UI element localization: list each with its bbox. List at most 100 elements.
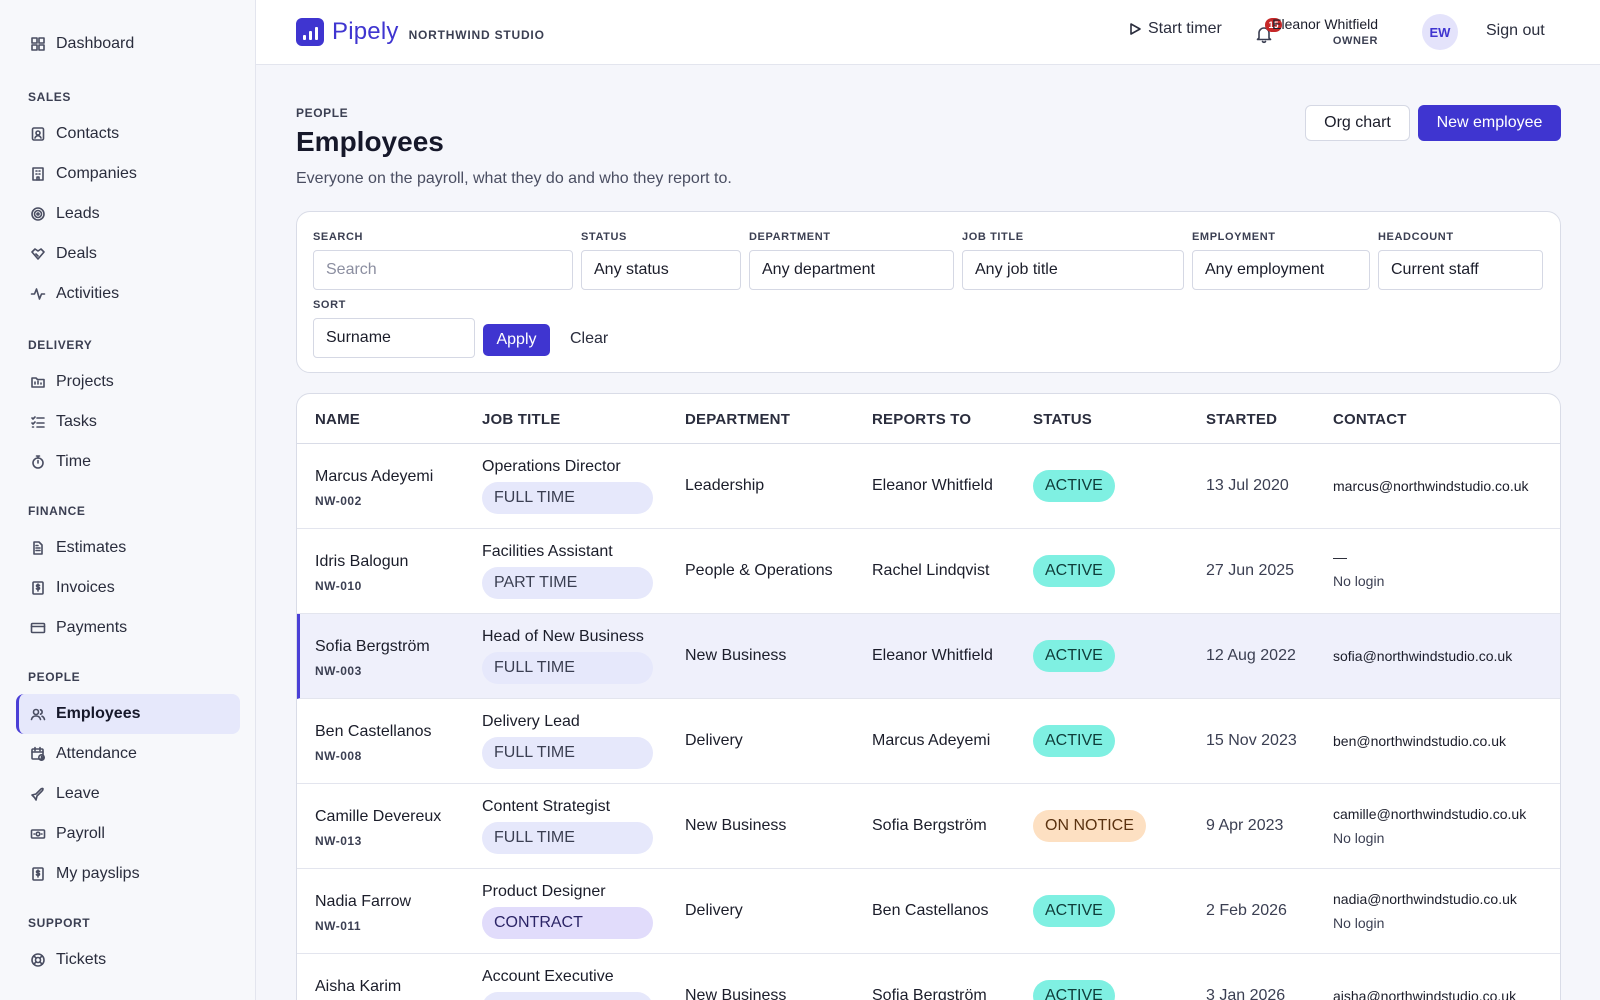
sidebar-item-estimates[interactable]: Estimates — [16, 528, 240, 568]
sign-out-link[interactable]: Sign out — [1486, 22, 1545, 39]
sidebar: Dashboard SALES Contacts Companies Leads… — [0, 0, 256, 1000]
apply-button[interactable]: Apply — [483, 324, 550, 356]
sidebar-item-tasks[interactable]: Tasks — [16, 402, 240, 442]
department-select[interactable]: Any department — [749, 250, 954, 290]
sidebar-item-companies[interactable]: Companies — [16, 154, 240, 194]
employment-type-pill: FULL TIME — [482, 482, 653, 514]
sidebar-item-time[interactable]: Time — [16, 442, 240, 482]
notification-count-badge: 15 — [1265, 18, 1282, 32]
employment-type-pill: PART TIME — [482, 567, 653, 599]
pulse-icon — [30, 286, 46, 302]
target-icon — [30, 206, 46, 222]
employee-name[interactable]: Sofia Bergström — [315, 638, 430, 655]
job-title-select[interactable]: Any job title — [962, 250, 1184, 290]
reports-to: Marcus Adeyemi — [872, 732, 991, 749]
sidebar-item-employees[interactable]: Employees — [16, 694, 240, 734]
sidebar-item-attendance[interactable]: Attendance — [16, 734, 240, 774]
column-header[interactable]: DEPARTMENT — [685, 411, 791, 428]
table-row[interactable]: Ben Castellanos NW-008 Delivery Lead FUL… — [297, 699, 1560, 784]
notifications-button[interactable]: 15 — [1254, 18, 1282, 46]
status-select[interactable]: Any status — [581, 250, 741, 290]
column-header[interactable]: CONTACT — [1333, 411, 1407, 428]
sidebar-item-payroll[interactable]: Payroll — [16, 814, 240, 854]
email[interactable]: nadia@northwindstudio.co.uk — [1333, 891, 1517, 907]
folder-icon — [30, 374, 46, 390]
status-badge: ACTIVE — [1033, 470, 1115, 502]
table-row[interactable]: Aisha Karim Account Executive New Busine… — [297, 954, 1560, 1000]
table-row[interactable]: Camille Devereux NW-013 Content Strategi… — [297, 784, 1560, 869]
avatar[interactable]: EW — [1422, 14, 1458, 50]
start-date: 2 Feb 2026 — [1206, 902, 1287, 919]
app-logo[interactable]: Pipely NORTHWIND STUDIO — [296, 18, 545, 46]
status-cell: ACTIVE — [1033, 555, 1115, 587]
department: Leadership — [685, 477, 765, 494]
employee-name[interactable]: Nadia Farrow — [315, 893, 412, 910]
employee-id: NW-003 — [315, 664, 362, 678]
department-label: DEPARTMENT — [749, 231, 831, 243]
sidebar-item-contacts[interactable]: Contacts — [16, 114, 240, 154]
status-filter: STATUS Any status — [581, 230, 741, 290]
sidebar-item-deals[interactable]: Deals — [16, 234, 240, 274]
sidebar-item-tickets[interactable]: Tickets — [16, 940, 240, 980]
table-row[interactable]: Sofia Bergström NW-003 Head of New Busin… — [297, 614, 1560, 699]
employee-name[interactable]: Aisha Karim — [315, 978, 402, 995]
contact-cell: aisha@northwindstudio.co.uk — [1333, 988, 1516, 1000]
column-header[interactable]: STARTED — [1206, 411, 1278, 428]
sort-select[interactable]: Surname — [313, 318, 475, 358]
sidebar-item-leave[interactable]: Leave — [16, 774, 240, 814]
sidebar-item-leads[interactable]: Leads — [16, 194, 240, 234]
column-header[interactable]: REPORTS TO — [872, 411, 972, 428]
column-header[interactable]: JOB TITLE — [482, 411, 561, 428]
new-employee-button[interactable]: New employee — [1418, 105, 1561, 141]
org-chart-button[interactable]: Org chart — [1305, 105, 1410, 141]
sidebar-item-label: Leave — [56, 785, 100, 802]
status-cell: ACTIVE — [1033, 895, 1115, 927]
name-cell: Nadia Farrow NW-011 — [315, 893, 411, 933]
employee-id: NW-002 — [315, 494, 362, 508]
email[interactable]: ben@northwindstudio.co.uk — [1333, 733, 1506, 749]
column-header[interactable]: NAME — [315, 411, 360, 428]
sidebar-item-invoices[interactable]: Invoices — [16, 568, 240, 608]
department: New Business — [685, 987, 787, 1000]
email[interactable]: sofia@northwindstudio.co.uk — [1333, 648, 1513, 664]
sidebar-item-payments[interactable]: Payments — [16, 608, 240, 648]
stopwatch-icon — [30, 454, 46, 470]
sidebar-heading: SUPPORT — [28, 916, 91, 930]
table-row[interactable]: Nadia Farrow NW-011 Product Designer CON… — [297, 869, 1560, 954]
sidebar-item-my-payslips[interactable]: My payslips — [16, 854, 240, 894]
table-row[interactable]: Idris Balogun NW-010 Facilities Assistan… — [297, 529, 1560, 614]
contact-card-icon — [30, 126, 46, 142]
sidebar-item-projects[interactable]: Projects — [16, 362, 240, 402]
name-cell: Sofia Bergström NW-003 — [315, 638, 430, 678]
employee-id: NW-010 — [315, 579, 362, 593]
contact-cell: marcus@northwindstudio.co.uk — [1333, 478, 1529, 494]
sidebar-item-label: Projects — [56, 373, 114, 390]
employment-select[interactable]: Any employment — [1192, 250, 1370, 290]
employee-name[interactable]: Marcus Adeyemi — [315, 468, 434, 485]
employee-name[interactable]: Ben Castellanos — [315, 723, 432, 740]
page-title: Employees — [296, 126, 444, 157]
email[interactable]: marcus@northwindstudio.co.uk — [1333, 478, 1529, 494]
job-cell: Account Executive — [482, 968, 653, 1000]
contact-cell: sofia@northwindstudio.co.uk — [1333, 648, 1512, 664]
employee-name[interactable]: Camille Devereux — [315, 808, 442, 825]
contact-cell: ben@northwindstudio.co.uk — [1333, 733, 1506, 749]
employee-name[interactable]: Idris Balogun — [315, 553, 409, 570]
email[interactable]: camille@northwindstudio.co.uk — [1333, 806, 1527, 822]
headcount-select[interactable]: Current staff — [1378, 250, 1543, 290]
plane-icon — [30, 786, 46, 802]
sidebar-item-activities[interactable]: Activities — [16, 274, 240, 314]
email[interactable]: aisha@northwindstudio.co.uk — [1333, 988, 1517, 1000]
email: — — [1333, 549, 1347, 565]
search-input[interactable] — [313, 250, 573, 290]
job-title-label: JOB TITLE — [962, 231, 1024, 243]
table-row[interactable]: Marcus Adeyemi NW-002 Operations Directo… — [297, 444, 1560, 529]
grid-icon — [30, 36, 46, 52]
column-header[interactable]: STATUS — [1033, 411, 1092, 428]
sidebar-group-finance: FINANCE Estimates Invoices Payments — [16, 502, 240, 648]
clear-button[interactable]: Clear — [570, 330, 609, 347]
name-cell: Ben Castellanos NW-008 — [315, 723, 432, 763]
start-timer-button[interactable]: Start timer — [1128, 20, 1222, 38]
sidebar-item-dashboard[interactable]: Dashboard — [16, 24, 240, 64]
sidebar-item-label: Attendance — [56, 745, 137, 762]
